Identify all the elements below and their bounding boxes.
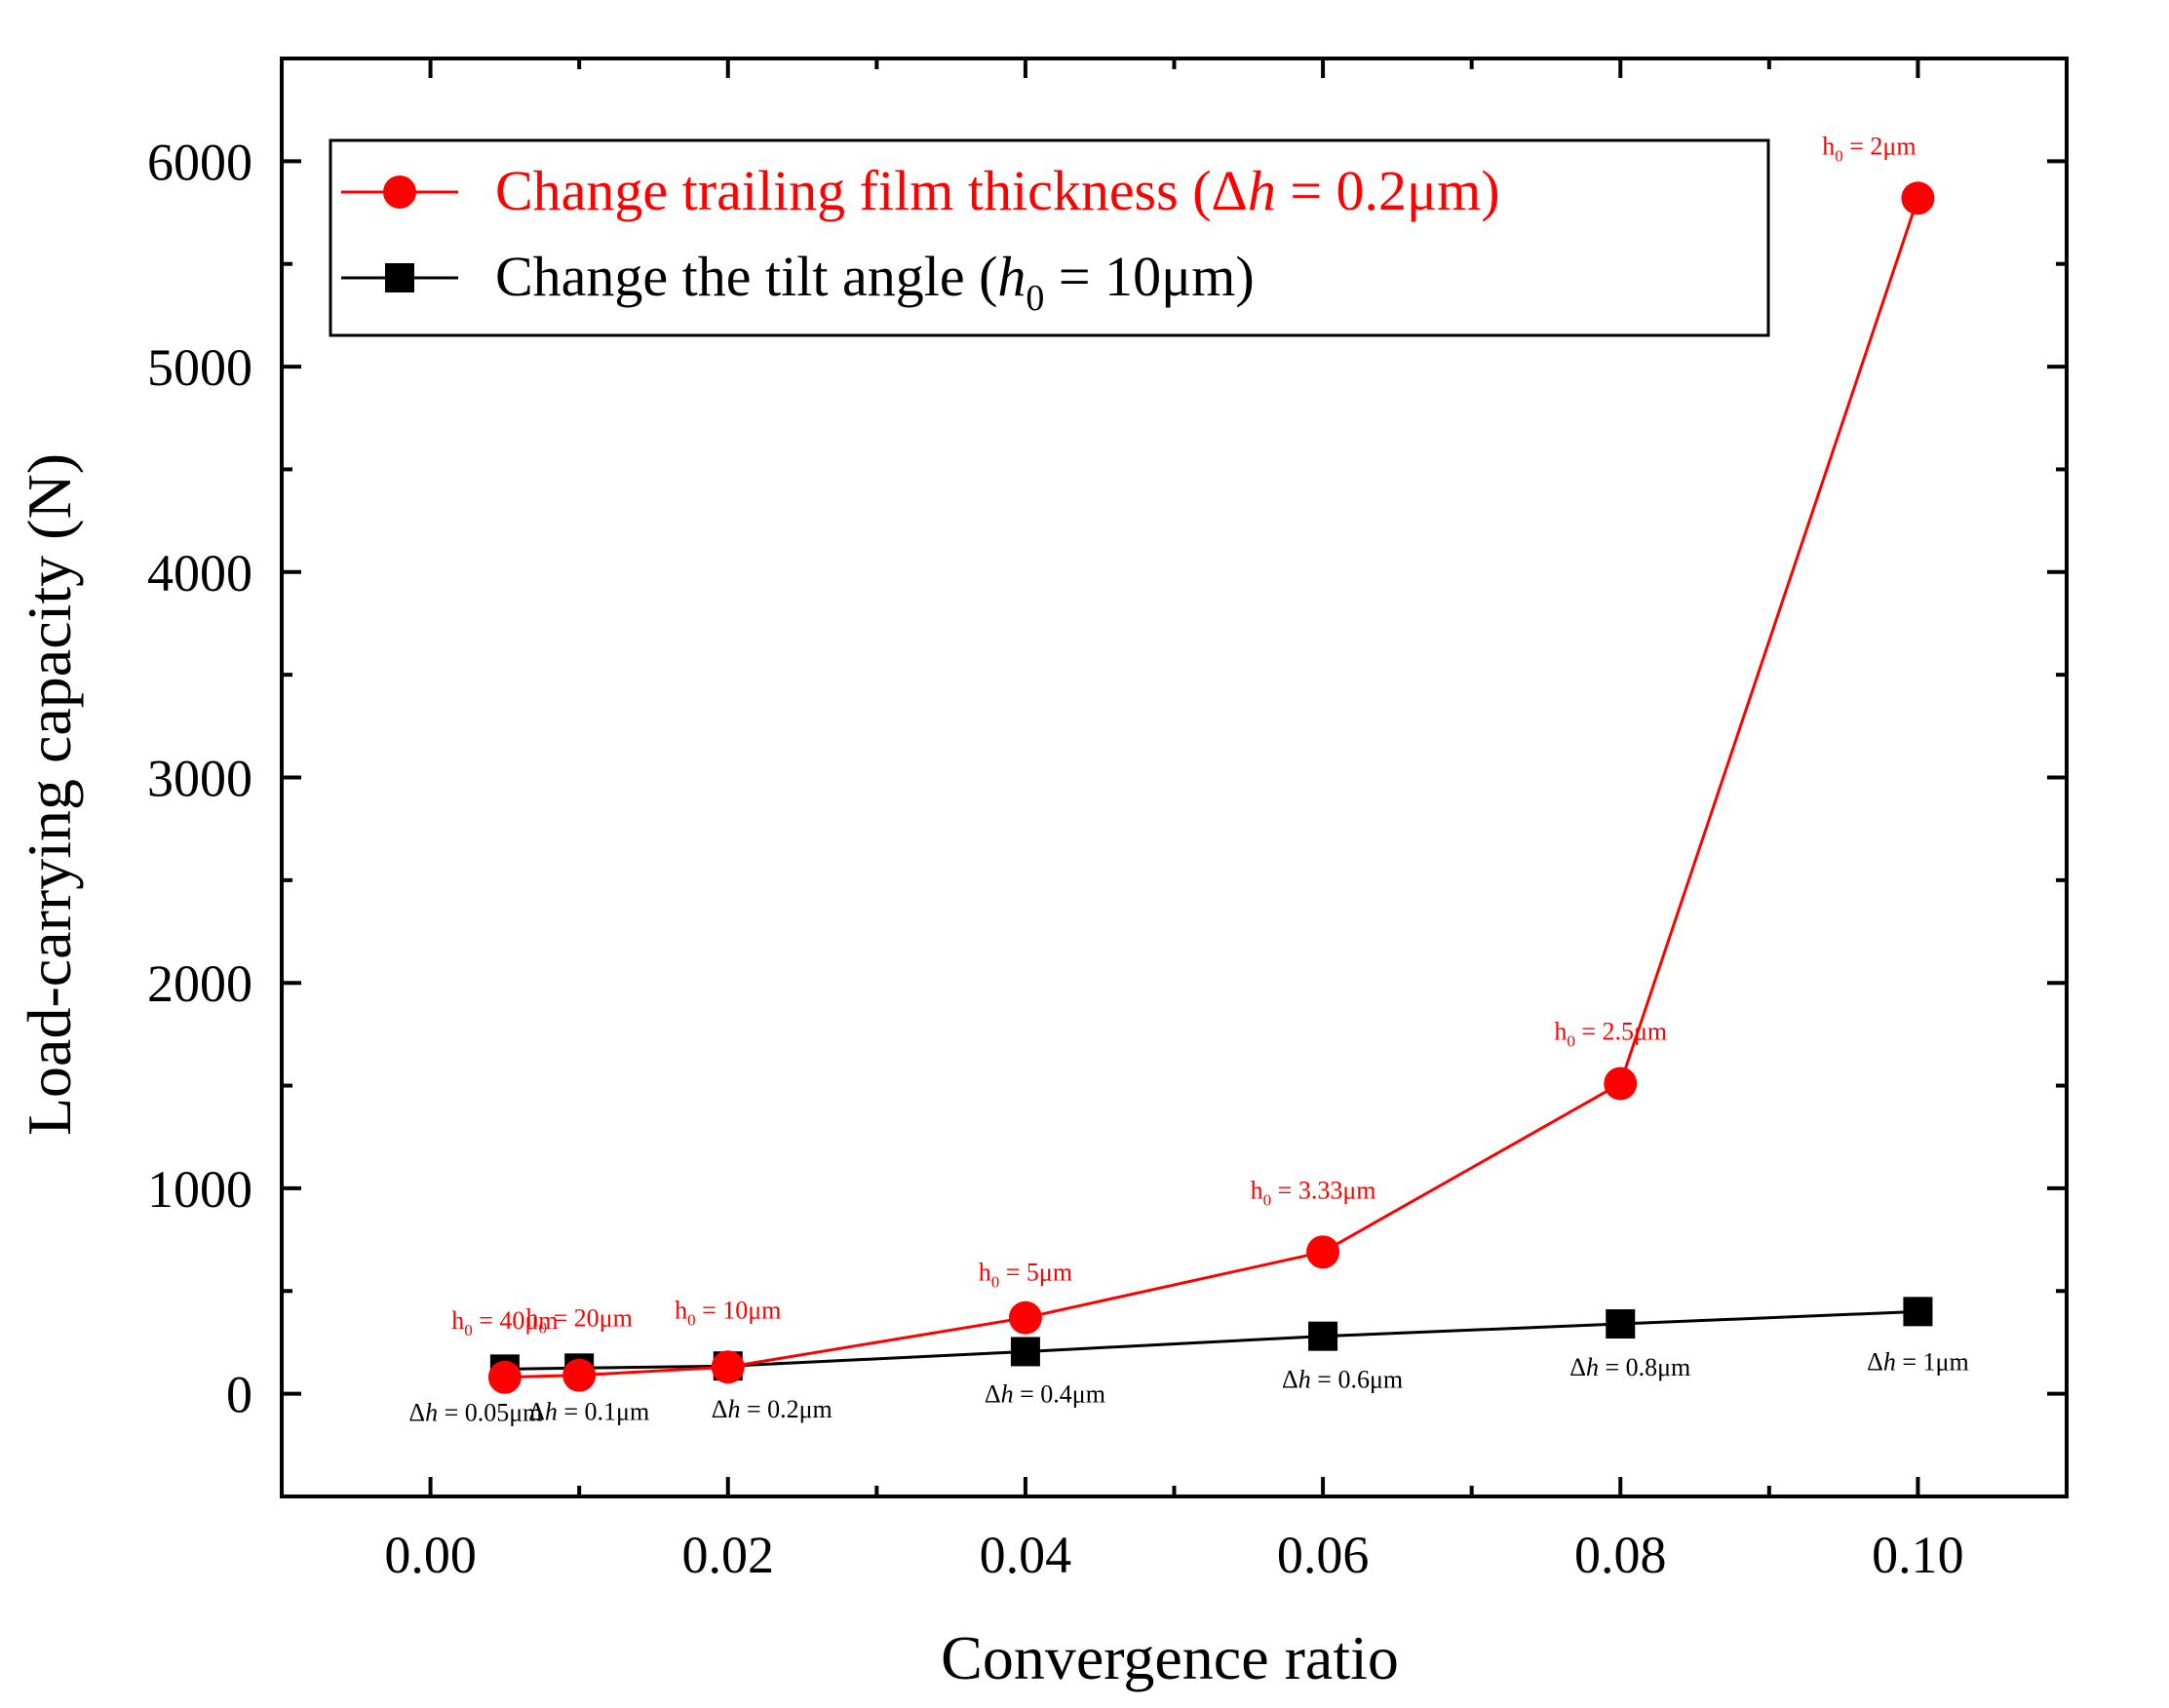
data-point	[1901, 181, 1935, 215]
series-line	[504, 197, 1919, 1379]
data-point	[1606, 1309, 1636, 1339]
series-layer	[487, 181, 1935, 1394]
legend-label-trailing-film: Change trailing film thickness (Δh = 0.2…	[495, 159, 1500, 222]
y-tick-label: 3000	[147, 750, 252, 808]
data-point	[1604, 1067, 1638, 1101]
point-label-delta-h: Δh = 0.05μm	[408, 1398, 542, 1426]
data-point	[1903, 1297, 1933, 1327]
point-label-h0: h0 = 40μm	[451, 1306, 558, 1339]
y-tick-label: 0	[226, 1366, 252, 1424]
x-tick-label: 0.02	[682, 1526, 775, 1584]
data-point	[1306, 1235, 1340, 1269]
data-point	[562, 1358, 597, 1392]
y-tick-label: 6000	[147, 133, 252, 191]
point-label-delta-h: Δh = 0.1μm	[528, 1397, 649, 1425]
x-axis-ticks: 0.00 0.02 0.04 0.06 0.08 0.10	[280, 58, 2069, 1584]
point-label-h0: h0 = 2μm	[1822, 132, 1916, 165]
x-tick-label: 0.08	[1574, 1526, 1667, 1584]
x-tick-label: 0.10	[1872, 1526, 1964, 1584]
point-label-h0: h0 = 2.5μm	[1554, 1017, 1667, 1050]
y-axis-label: Load-carrying capacity (N)	[15, 453, 84, 1136]
point-label-h0: h0 = 3.33μm	[1251, 1176, 1376, 1209]
point-label-delta-h: Δh = 0.8μm	[1569, 1353, 1690, 1381]
point-label-delta-h: Δh = 0.4μm	[985, 1379, 1105, 1408]
y-tick-label: 2000	[147, 954, 252, 1013]
y-tick-label: 4000	[147, 544, 252, 602]
series-trailing-film-thickness	[487, 181, 1935, 1394]
legend-marker-square	[385, 263, 414, 292]
data-point	[1308, 1321, 1338, 1351]
y-tick-label: 5000	[147, 338, 252, 397]
legend-label-tilt-angle: Change the tilt angle (h0 = 10μm)	[495, 245, 1255, 319]
point-label-h0: h0 = 20μm	[526, 1304, 633, 1338]
legend: Change trailing film thickness (Δh = 0.2…	[329, 138, 1770, 337]
point-label-delta-h: Δh = 0.6μm	[1282, 1366, 1403, 1394]
x-tick-label: 0.00	[384, 1526, 477, 1584]
x-tick-label: 0.06	[1277, 1526, 1370, 1584]
legend-marker-circle	[383, 175, 416, 209]
point-label-h0: h0 = 5μm	[979, 1259, 1072, 1292]
point-label-delta-h: Δh = 0.2μm	[712, 1395, 833, 1423]
y-tick-label: 1000	[147, 1160, 252, 1219]
data-point	[711, 1350, 745, 1384]
point-label-h0: h0 = 10μm	[675, 1296, 781, 1329]
data-point	[1008, 1300, 1042, 1335]
data-point	[487, 1360, 522, 1394]
x-axis-label: Convergence ratio	[941, 1623, 1399, 1692]
point-label-delta-h: Δh = 1μm	[1867, 1347, 1969, 1376]
y-axis-ticks: 0 1000 2000 3000 4000 5000 6000	[147, 57, 2067, 1498]
data-point	[1010, 1337, 1040, 1367]
x-tick-label: 0.04	[980, 1526, 1072, 1584]
legend-box	[329, 138, 1770, 337]
